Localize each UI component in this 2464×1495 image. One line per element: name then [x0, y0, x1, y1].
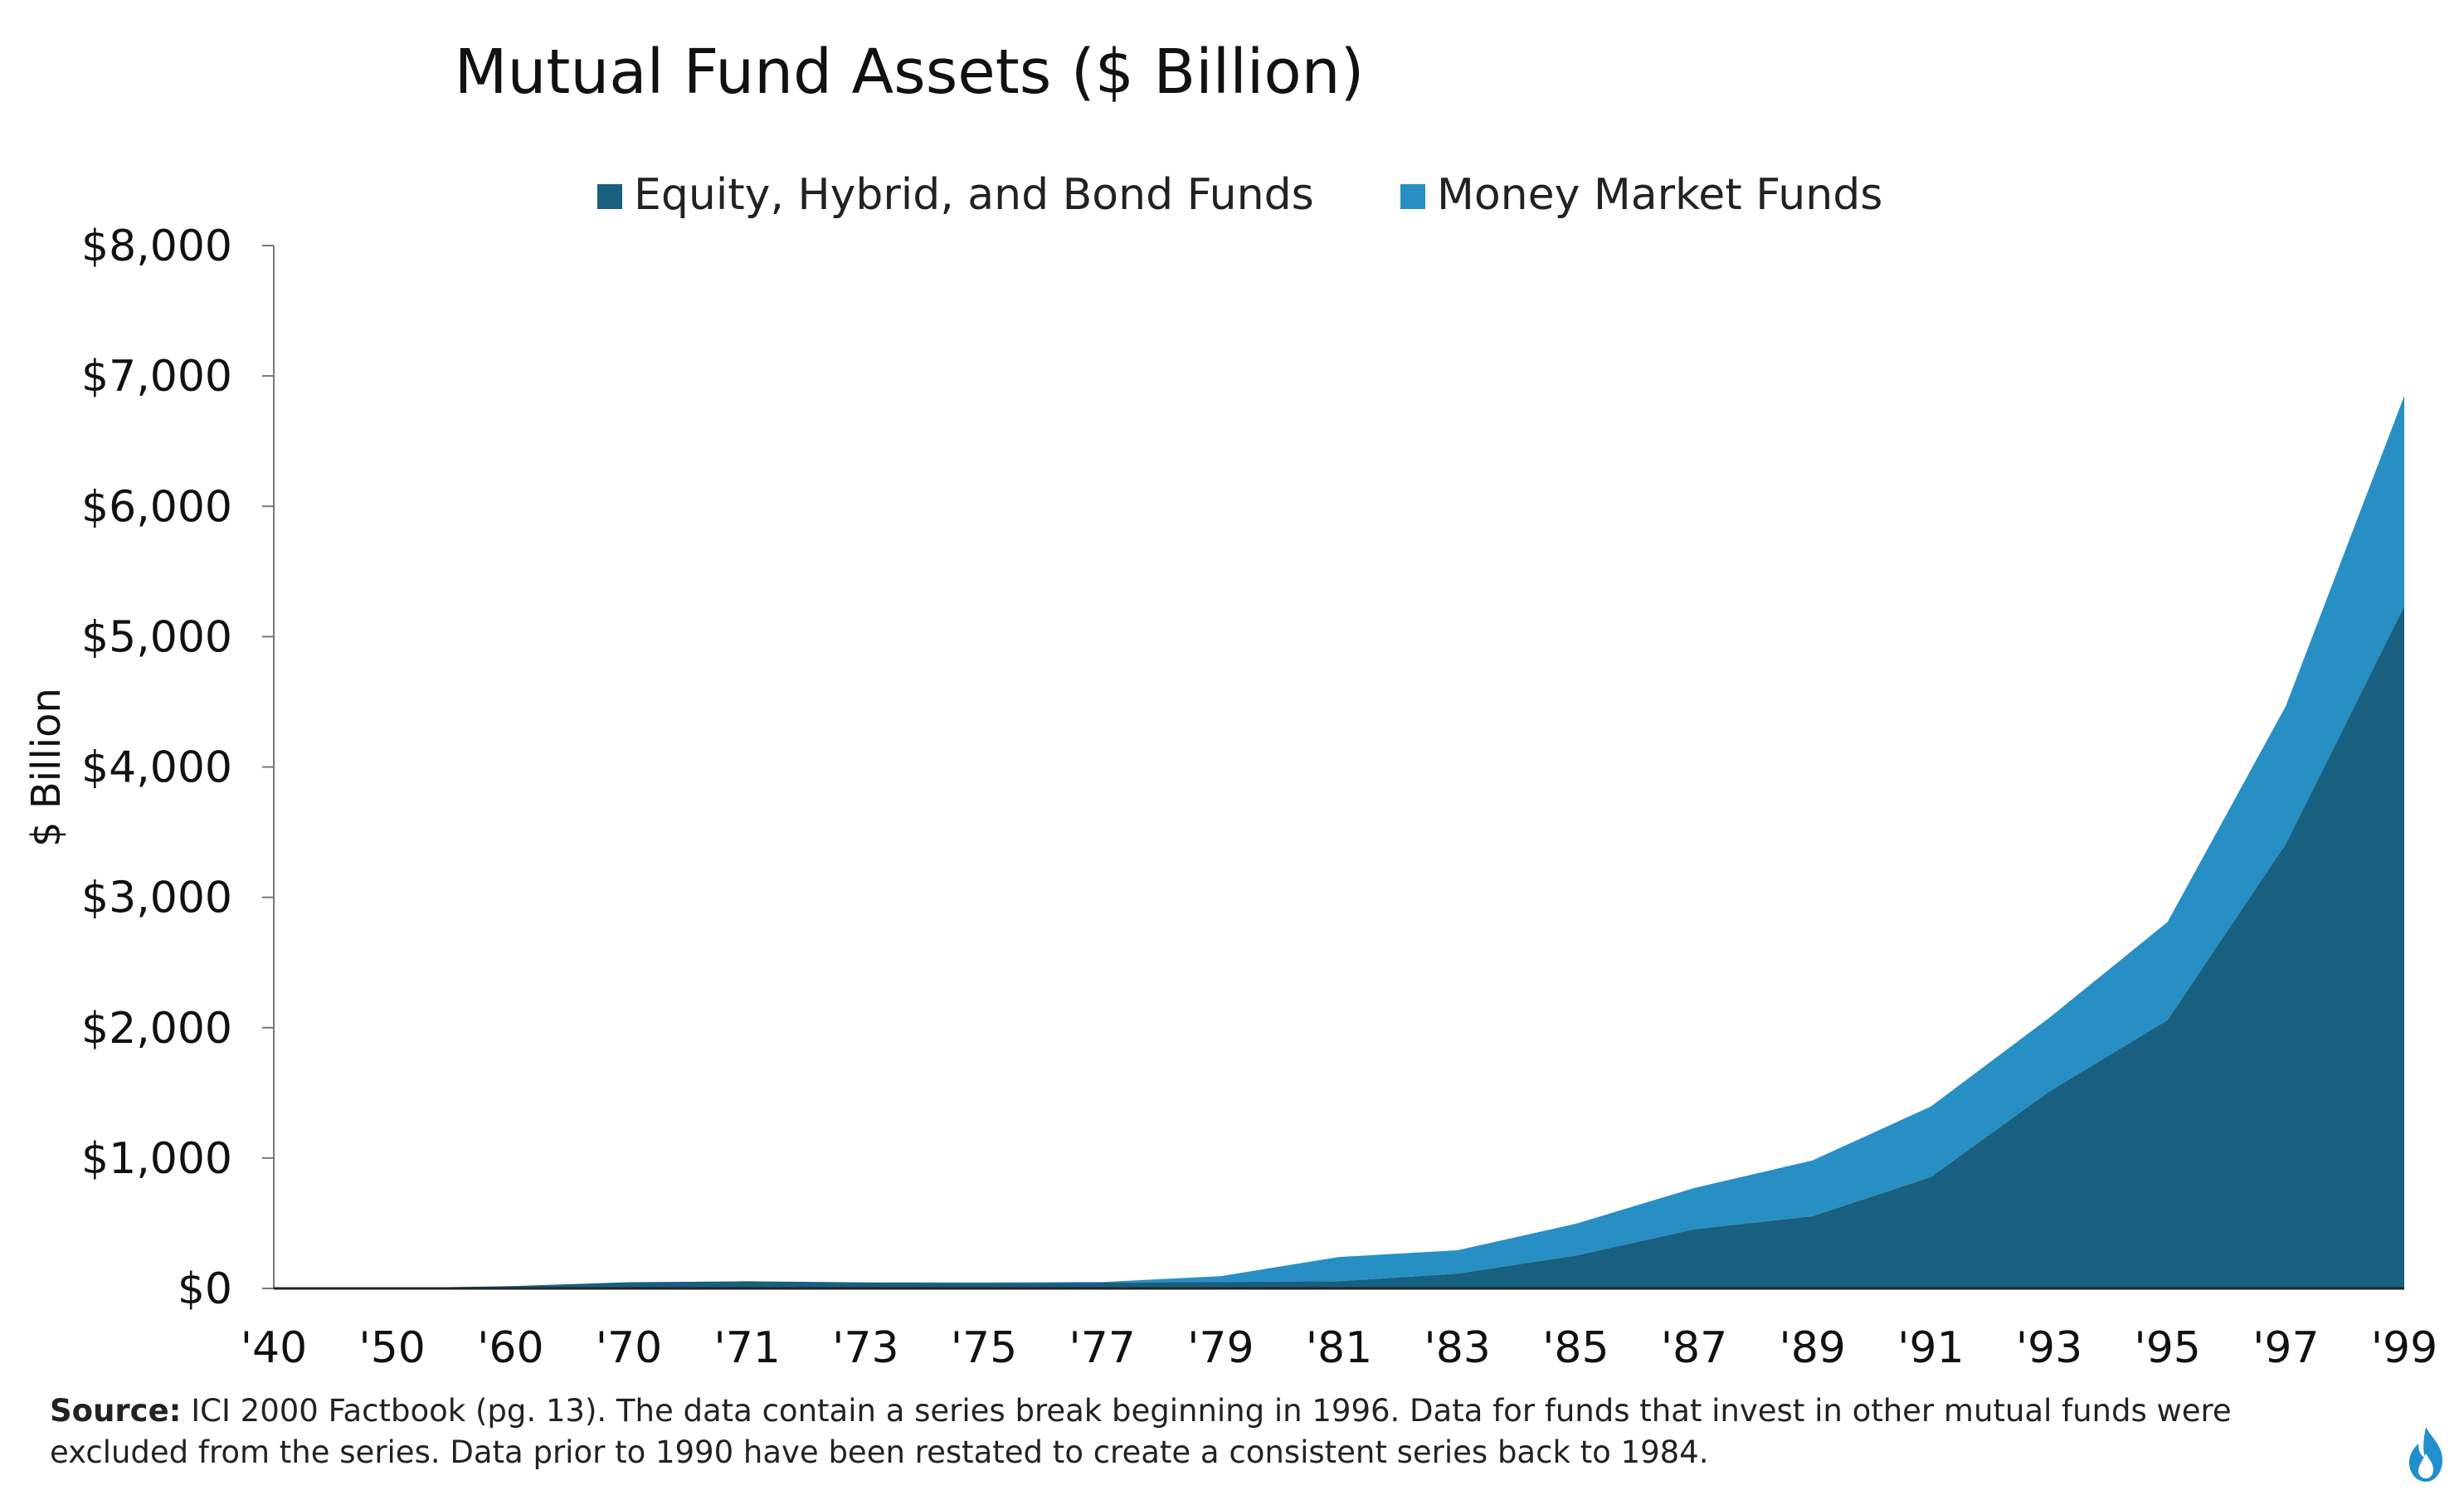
- source-label: Source:: [50, 1393, 182, 1429]
- x-tick-label: '97: [2252, 1323, 2319, 1373]
- flame-icon: [2409, 1427, 2442, 1482]
- legend-label-equity: Equity, Hybrid, and Bond Funds: [634, 170, 1314, 220]
- legend-swatch-equity: [597, 184, 622, 209]
- x-tick-label: '40: [241, 1323, 307, 1373]
- x-tick-labels: '40 '50 '60 '70 '71 '73 '75 '77 '79 '81 '83 '85 '87 '…: [241, 1323, 2437, 1373]
- y-tick-label: $5,000: [81, 612, 232, 662]
- legend-label-money-market: Money Market Funds: [1437, 170, 1882, 220]
- y-tick-label: $3,000: [81, 874, 232, 923]
- chart-title: Mutual Fund Assets ($ Billion): [455, 37, 1365, 108]
- x-tick-label: '73: [832, 1323, 898, 1373]
- y-tick-label: $8,000: [81, 222, 232, 271]
- x-tick-label: '71: [713, 1323, 780, 1373]
- area-equity-hybrid-bond-funds: [274, 606, 2404, 1288]
- x-tick-label: '81: [1306, 1323, 1372, 1373]
- legend-swatch-money-market: [1400, 184, 1425, 209]
- y-tick-label: $6,000: [81, 482, 232, 532]
- source-text: ICI 2000 Factbook (pg. 13). The data con…: [50, 1393, 2232, 1470]
- y-tick-label: $0: [178, 1264, 232, 1314]
- x-tick-label: '87: [1661, 1323, 1727, 1373]
- plot-areas: [274, 396, 2404, 1288]
- x-tick-label: '85: [1542, 1323, 1609, 1373]
- source-note: Source: ICI 2000 Factbook (pg. 13). The …: [50, 1390, 2340, 1473]
- x-tick-label: '60: [477, 1323, 543, 1373]
- y-tick-labels: $0 $1,000 $2,000 $3,000 $4,000 $5,000 $6,000 $7…: [81, 222, 274, 1314]
- x-tick-label: '95: [2134, 1323, 2200, 1373]
- y-tick-label: $1,000: [81, 1134, 232, 1184]
- y-tick-label: $2,000: [81, 1004, 232, 1054]
- legend: Equity, Hybrid, and Bond Funds Money Mar…: [597, 170, 1882, 220]
- y-tick-label: $7,000: [81, 352, 232, 402]
- x-tick-label: '70: [596, 1323, 662, 1373]
- x-tick-label: '75: [951, 1323, 1017, 1373]
- x-tick-label: '79: [1187, 1323, 1254, 1373]
- x-tick-label: '83: [1424, 1323, 1490, 1373]
- x-tick-label: '89: [1779, 1323, 1845, 1373]
- x-tick-label: '93: [2016, 1323, 2082, 1373]
- x-tick-label: '50: [358, 1323, 425, 1373]
- y-tick-label: $4,000: [81, 743, 232, 793]
- x-tick-label: '91: [1897, 1323, 1964, 1373]
- x-tick-label: '77: [1069, 1323, 1135, 1373]
- x-tick-label: '99: [2371, 1323, 2437, 1373]
- y-axis-title: $ Billion: [23, 688, 70, 847]
